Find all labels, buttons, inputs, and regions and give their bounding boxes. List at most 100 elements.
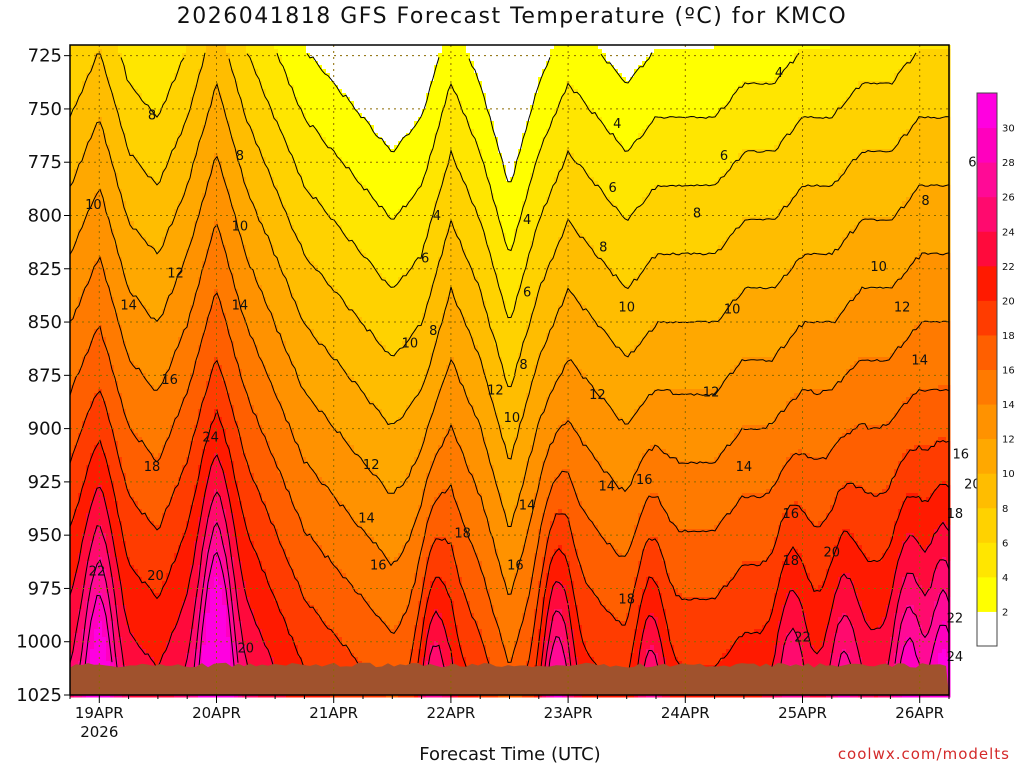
contour-label: 8 bbox=[429, 324, 437, 339]
x-tick-label: 19APR bbox=[75, 704, 124, 722]
contour-label: 8 bbox=[693, 207, 701, 222]
y-tick-label: 850 bbox=[28, 312, 62, 333]
colorbar-swatch bbox=[977, 542, 997, 578]
colorbar-label: 24 bbox=[1002, 227, 1015, 238]
y-tick-label: 975 bbox=[28, 578, 62, 599]
contour-label: 14 bbox=[736, 460, 753, 475]
contour-label: 14 bbox=[519, 499, 536, 514]
contour-label: 4 bbox=[775, 66, 783, 81]
x-axis-label: Forecast Time (UTC) bbox=[360, 744, 660, 765]
colorbar-swatch bbox=[977, 300, 997, 336]
contour-label: 16 bbox=[783, 507, 800, 522]
x-axis: 19APR 20APR 21APR 22APR 23APR 24APR 25APR 26APR… bbox=[69, 695, 950, 741]
colorbar-swatch bbox=[977, 611, 997, 647]
contour-label: 4 bbox=[433, 209, 441, 224]
x-tick-label: 24APR bbox=[661, 704, 710, 722]
colorbar-label: 12 bbox=[1002, 435, 1015, 446]
contour-label: 22 bbox=[794, 631, 811, 646]
contour-label: 16 bbox=[507, 558, 524, 573]
contour-label: 12 bbox=[894, 300, 911, 315]
contour-label: 24 bbox=[202, 430, 219, 445]
y-tick-label: 1025 bbox=[16, 685, 62, 706]
contour-label: 18 bbox=[144, 460, 161, 475]
y-tick-label: 875 bbox=[28, 365, 62, 386]
contour-label: 6 bbox=[523, 285, 531, 300]
contour-label: 8 bbox=[519, 358, 527, 373]
contour-line-28 bbox=[84, 551, 950, 681]
contour-line-20 bbox=[69, 409, 950, 686]
colorbar-swatch bbox=[977, 438, 997, 474]
colorbar-swatch bbox=[977, 127, 997, 163]
contour-label: 8 bbox=[921, 194, 929, 209]
contour-label: 8 bbox=[236, 149, 244, 164]
contour-label: 14 bbox=[232, 298, 249, 313]
contour-label: 10 bbox=[232, 219, 249, 234]
contour-label: 14 bbox=[120, 298, 137, 313]
colorbar-label: 2 bbox=[1002, 607, 1008, 618]
y-axis: 725 750 775 800 825 850 875 900 925 950 975 1000 102… bbox=[16, 46, 70, 706]
contour-label: 14 bbox=[599, 479, 616, 494]
y-tick-label: 750 bbox=[28, 99, 62, 120]
colorbar-label: 16 bbox=[1002, 366, 1015, 377]
contour-line-2 bbox=[306, 52, 653, 183]
contour-label: 20 bbox=[238, 641, 255, 656]
colorbar-swatch bbox=[977, 334, 997, 370]
contour-line-12 bbox=[69, 155, 950, 527]
contour-label: 10 bbox=[85, 198, 102, 213]
contour-label: 6 bbox=[968, 155, 976, 170]
y-tick-label: 1000 bbox=[16, 632, 62, 653]
x-tick-label: 25APR bbox=[778, 704, 827, 722]
contour-label: 12 bbox=[487, 384, 504, 399]
x-tick-label: 20APR bbox=[192, 704, 241, 722]
contour-label: 10 bbox=[504, 411, 521, 426]
contour-label: 20 bbox=[824, 545, 841, 560]
y-tick-label: 900 bbox=[28, 419, 62, 440]
contour-label: 16 bbox=[952, 447, 969, 462]
contour-line-4 bbox=[276, 52, 800, 252]
colorbar-label: 28 bbox=[1002, 158, 1015, 169]
contour-label: 16 bbox=[636, 473, 653, 488]
contour-lines bbox=[69, 52, 950, 686]
y-tick-label: 950 bbox=[28, 525, 62, 546]
contour-label: 16 bbox=[370, 558, 387, 573]
contour-label: 6 bbox=[720, 149, 728, 164]
contour-label: 10 bbox=[724, 303, 741, 318]
colorbar-swatch bbox=[977, 369, 997, 405]
colorbar-swatch bbox=[977, 162, 997, 198]
colorbar-label: 4 bbox=[1002, 573, 1008, 584]
colorbar-label: 6 bbox=[1002, 538, 1008, 549]
x-tick-label: 23APR bbox=[544, 704, 593, 722]
contour-label: 6 bbox=[608, 181, 616, 196]
contour-label: 20 bbox=[147, 569, 164, 584]
contour-label: 12 bbox=[703, 386, 720, 401]
x-tick-label: 22APR bbox=[426, 704, 475, 722]
contour-label: 4 bbox=[613, 117, 621, 132]
x-tick-label: 26APR bbox=[895, 704, 944, 722]
contour-label: 6 bbox=[421, 251, 429, 266]
contour-label: 10 bbox=[402, 337, 419, 352]
colorbar-label: 20 bbox=[1002, 296, 1015, 307]
colorbar-label: 18 bbox=[1002, 331, 1015, 342]
temperature-field bbox=[70, 45, 951, 698]
y-tick-label: 800 bbox=[28, 205, 62, 226]
contour-label: 16 bbox=[161, 373, 178, 388]
site-credit[interactable]: coolwx.com/modelts bbox=[800, 745, 1010, 763]
colorbar-swatch bbox=[977, 473, 997, 509]
y-tick-label: 825 bbox=[28, 259, 62, 280]
contour-label: 12 bbox=[167, 266, 184, 281]
colorbar-label: 22 bbox=[1002, 262, 1015, 273]
contour-label: 18 bbox=[454, 526, 471, 541]
contour-label: 8 bbox=[148, 109, 156, 124]
contour-line-24 bbox=[69, 491, 950, 686]
contour-label: 22 bbox=[89, 565, 106, 580]
contour-line-8 bbox=[69, 52, 950, 388]
colorbar-swatch bbox=[977, 265, 997, 301]
contour-label: 12 bbox=[363, 458, 380, 473]
colorbar-label: 30 bbox=[1002, 124, 1015, 135]
surface-terrain bbox=[70, 662, 949, 695]
colorbar-swatch bbox=[977, 576, 997, 612]
colorbar-swatch bbox=[977, 93, 997, 129]
contour-line-10 bbox=[69, 82, 950, 460]
